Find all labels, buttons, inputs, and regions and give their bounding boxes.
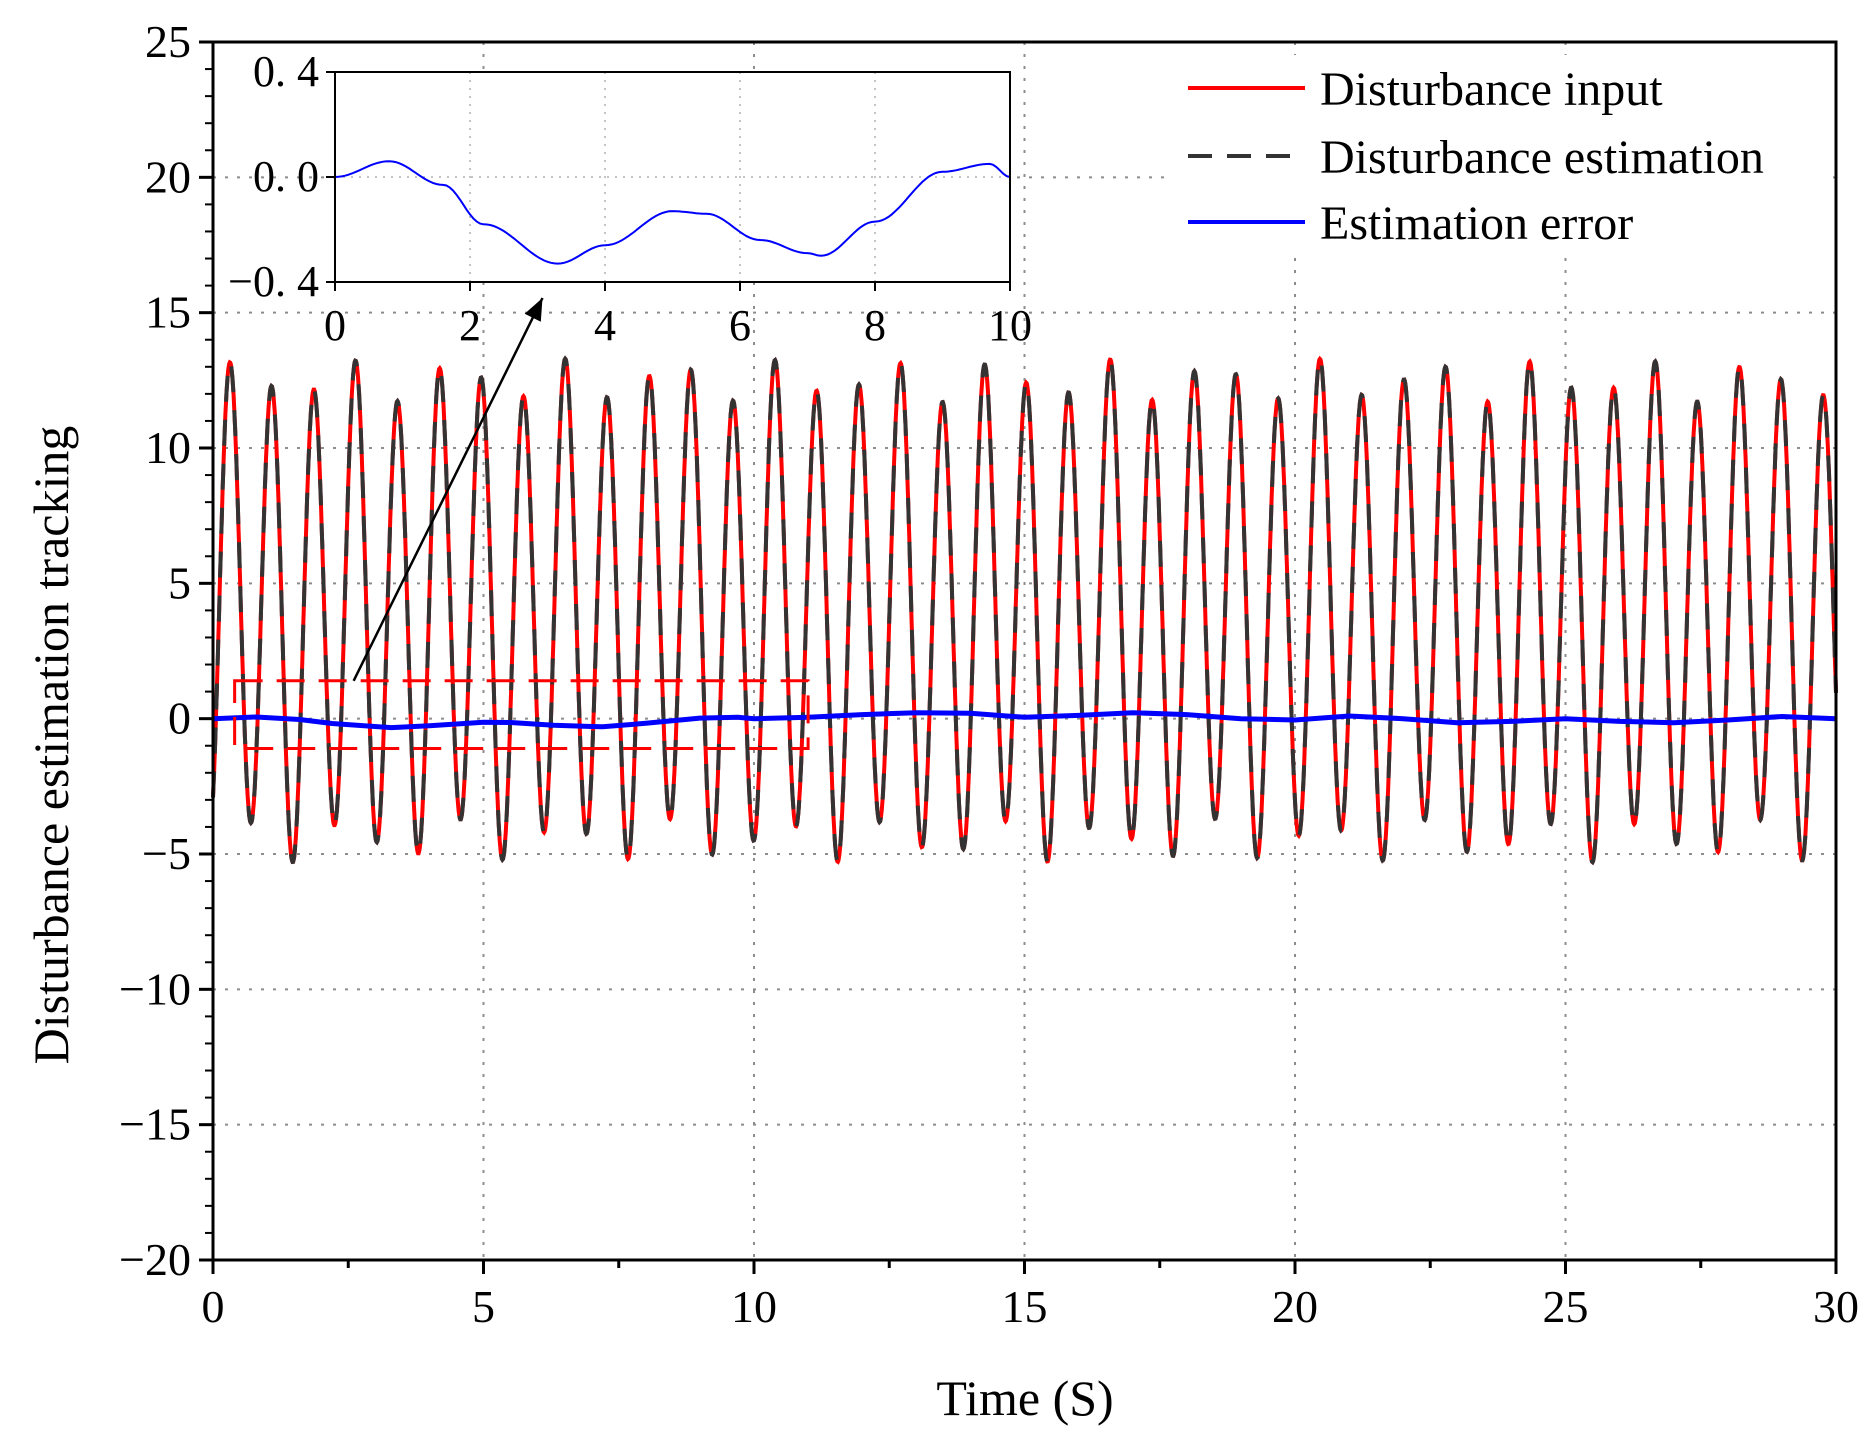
inset-x-tick-label: 4 [594, 301, 616, 350]
legend-label-2: Estimation error [1320, 197, 1633, 250]
inset-estimation-error [334, 160, 1011, 265]
inset-x-tick-label: 6 [729, 301, 751, 350]
series-layer [211, 355, 1838, 866]
inset-x-tick-label: 0 [324, 301, 346, 350]
inset-y-tick-label: −0. 4 [228, 257, 319, 306]
x-tick-label: 25 [1543, 1281, 1589, 1332]
y-tick-label: 15 [145, 287, 191, 338]
x-tick-label: 5 [472, 1281, 495, 1332]
x-axis-title: Time (S) [936, 1370, 1113, 1426]
y-axis-title: Disturbance estimation tracking [23, 426, 79, 1065]
zoom-region-box [233, 679, 810, 750]
inset-x-tick-label: 2 [459, 301, 481, 350]
legend: Disturbance input Disturbance estimation E… [1170, 55, 1830, 250]
y-tick-label: 5 [168, 557, 191, 608]
y-tick-label: 25 [145, 16, 191, 67]
zoom-arrow-head [524, 298, 543, 322]
x-tick-label: 20 [1272, 1281, 1318, 1332]
series-disturbance-estimation [211, 355, 1838, 866]
y-tick-label: 0 [168, 693, 191, 744]
x-tick-label: 15 [1002, 1281, 1048, 1332]
inset-x-tick-label: 10 [988, 301, 1032, 350]
y-tick-label: 10 [145, 422, 191, 473]
zoom-layer [233, 297, 810, 750]
inset-y-tick-label: 0. 0 [253, 152, 319, 201]
x-axis-ticks: 0 5 10 15 20 25 30 [202, 1260, 1859, 1332]
y-axis-ticks: −20 −15 −10 −5 0 5 10 15 20 25 [119, 16, 213, 1285]
legend-label-1: Disturbance estimation [1320, 131, 1764, 184]
inset-chart: 0 2 4 6 8 10 −0. 4 0. 0 0. 4 [228, 47, 1032, 350]
inset-y-tick-label: 0. 4 [253, 47, 319, 96]
y-tick-label: −15 [119, 1099, 191, 1150]
inset-x-tick-label: 8 [864, 301, 886, 350]
x-tick-label: 30 [1813, 1281, 1859, 1332]
y-tick-label: 20 [145, 151, 191, 202]
y-tick-label: −10 [119, 963, 191, 1014]
y-tick-label: −20 [119, 1234, 191, 1285]
x-tick-label: 0 [202, 1281, 225, 1332]
series-estimation-error [212, 710, 1837, 731]
legend-label-0: Disturbance input [1320, 63, 1663, 116]
zoom-arrow-line [352, 297, 544, 682]
x-tick-label: 10 [731, 1281, 777, 1332]
y-tick-label: −5 [142, 828, 191, 879]
